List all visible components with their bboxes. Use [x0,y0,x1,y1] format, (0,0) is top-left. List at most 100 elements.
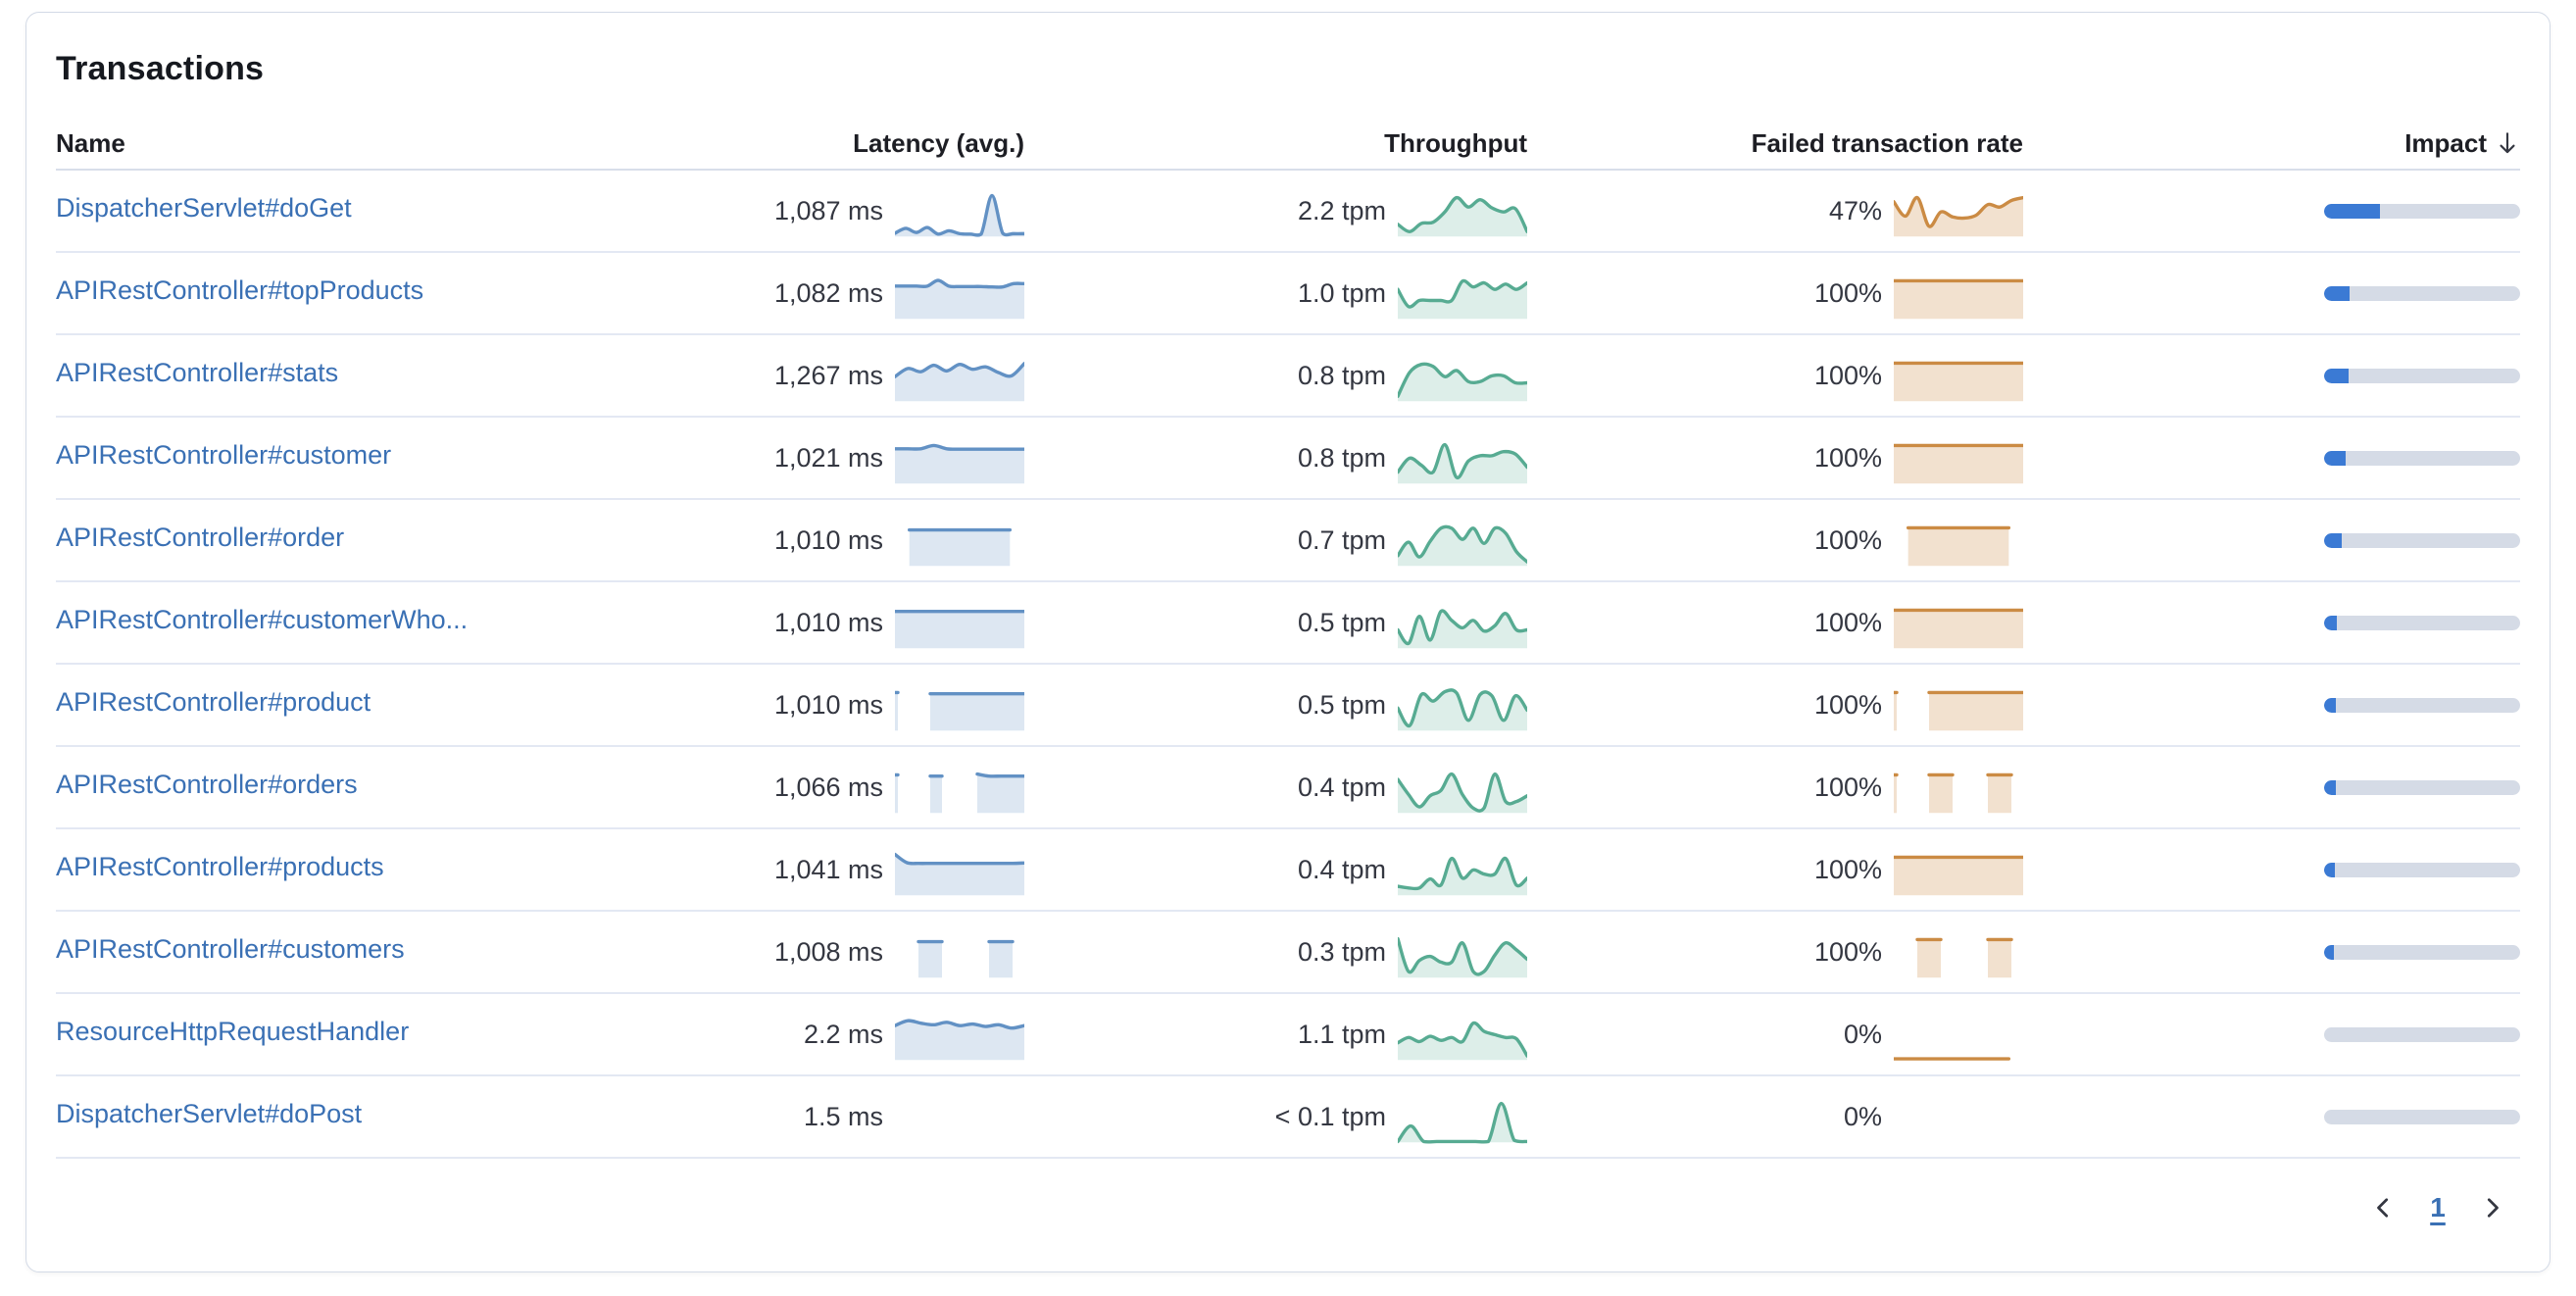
failed-rate-value: 100% [1813,772,1882,802]
latency-sparkline [893,852,1026,897]
transaction-name-link[interactable]: APIRestController#stats [56,358,339,387]
table-row: APIRestController#customers 1,008 ms 0.3… [56,912,2520,994]
latency-sparkline [893,1017,1026,1062]
throughput-sparkline [1396,193,1529,238]
transactions-panel: Transactions Name Latency (avg.) Through… [25,12,2551,1272]
sort-descending-icon [2495,129,2520,157]
throughput-value: 0.7 tpm [1297,524,1386,555]
failed-rate-sparkline [1894,523,2023,568]
impact-bar-fill [2324,779,2336,795]
page-number-1[interactable]: 1 [2430,1192,2446,1222]
throughput-value: 0.8 tpm [1297,360,1386,390]
impact-bar-fill [2324,368,2349,383]
table-row: APIRestController#topProducts 1,082 ms 1… [56,253,2520,335]
column-header-failed-rate[interactable]: Failed transaction rate [1751,127,2023,158]
impact-bar [2324,450,2520,466]
column-header-latency[interactable]: Latency (avg.) [853,127,1024,158]
impact-bar [2324,944,2520,960]
throughput-sparkline [1396,605,1529,650]
table-row: APIRestController#customer 1,021 ms 0.8 … [56,418,2520,500]
failed-rate-value: 100% [1813,936,1882,967]
throughput-sparkline [1396,275,1529,321]
throughput-value: 0.5 tpm [1297,607,1386,637]
latency-sparkline [895,523,1024,568]
latency-value: 1,066 ms [773,772,883,802]
latency-value: 1,087 ms [773,195,883,225]
failed-rate-sparkline [1892,358,2025,403]
failed-rate-sparkline [1892,440,2025,485]
transaction-name-link[interactable]: APIRestController#order [56,523,345,552]
page-title: Transactions [56,50,265,87]
latency-sparkline [895,1099,1024,1144]
failed-rate-value: 100% [1813,689,1882,720]
throughput-value: 0.5 tpm [1297,689,1386,720]
transaction-name-link[interactable]: APIRestController#product [56,687,372,717]
impact-bar [2324,285,2520,301]
throughput-sparkline [1396,440,1529,485]
latency-value: 1.5 ms [803,1101,883,1131]
failed-rate-sparkline [1894,934,2023,979]
failed-rate-value: 100% [1813,607,1882,637]
transaction-name-link[interactable]: DispatcherServlet#doGet [56,193,352,223]
table-row: APIRestController#orders 1,066 ms 0.4 tp… [56,747,2520,829]
table-row: APIRestController#customerWho... 1,010 m… [56,582,2520,665]
failed-rate-value: 47% [1828,195,1882,225]
throughput-value: 1.1 tpm [1297,1019,1386,1049]
latency-sparkline [893,358,1026,403]
latency-value: 1,010 ms [773,689,883,720]
table-row: APIRestController#product 1,010 ms 0.5 t… [56,665,2520,747]
failed-rate-sparkline [1894,1099,2023,1144]
throughput-sparkline [1396,1017,1529,1062]
impact-bar [2324,368,2520,383]
latency-value: 1,267 ms [773,360,883,390]
transaction-name-link[interactable]: DispatcherServlet#doPost [56,1099,363,1128]
transaction-name-link[interactable]: APIRestController#customerWho... [56,605,469,634]
impact-bar-fill [2324,862,2335,877]
failed-rate-sparkline [1892,687,2025,732]
throughput-value: 2.2 tpm [1297,195,1386,225]
transaction-name-link[interactable]: APIRestController#customer [56,440,392,470]
transactions-table-body: DispatcherServlet#doGet 1,087 ms 2.2 tpm… [56,171,2520,1159]
throughput-sparkline [1396,358,1529,403]
latency-sparkline [893,687,1026,732]
failed-rate-sparkline [1892,193,2025,238]
throughput-value: 0.3 tpm [1297,936,1386,967]
column-header-impact-label: Impact [2404,127,2487,158]
impact-bar-fill [2324,697,2336,713]
throughput-sparkline [1396,1099,1529,1144]
throughput-sparkline [1396,770,1529,815]
table-row: DispatcherServlet#doPost 1.5 ms < 0.1 tp… [56,1076,2520,1159]
impact-bar-fill [2324,450,2346,466]
latency-value: 1,041 ms [773,854,883,884]
column-header-impact[interactable]: Impact [2023,128,2520,159]
failed-rate-value: 0% [1843,1101,1882,1131]
latency-value: 1,010 ms [773,524,883,555]
throughput-sparkline [1396,687,1529,732]
impact-bar-fill [2324,532,2342,548]
failed-rate-value: 100% [1813,524,1882,555]
failed-rate-sparkline [1892,852,2025,897]
throughput-value: 1.0 tpm [1297,277,1386,308]
failed-rate-value: 100% [1813,277,1882,308]
column-header-throughput[interactable]: Throughput [1384,127,1527,158]
throughput-sparkline [1396,523,1529,568]
transaction-name-link[interactable]: APIRestController#topProducts [56,275,424,305]
transaction-name-link[interactable]: APIRestController#orders [56,770,358,799]
transaction-name-link[interactable]: ResourceHttpRequestHandler [56,1017,410,1046]
latency-value: 1,082 ms [773,277,883,308]
impact-bar [2324,615,2520,630]
latency-value: 1,021 ms [773,442,883,473]
table-row: APIRestController#products 1,041 ms 0.4 … [56,829,2520,912]
throughput-sparkline [1396,852,1529,897]
failed-rate-value: 100% [1813,854,1882,884]
column-header-name[interactable]: Name [56,127,125,158]
impact-bar-fill [2324,615,2337,630]
failed-rate-sparkline [1892,770,2023,815]
next-page-button[interactable] [2471,1186,2514,1229]
prev-page-button[interactable] [2361,1186,2404,1229]
impact-bar [2324,203,2520,219]
table-row: APIRestController#stats 1,267 ms 0.8 tpm… [56,335,2520,418]
transaction-name-link[interactable]: APIRestController#customers [56,934,405,964]
transaction-name-link[interactable]: APIRestController#products [56,852,384,881]
impact-bar [2324,779,2520,795]
